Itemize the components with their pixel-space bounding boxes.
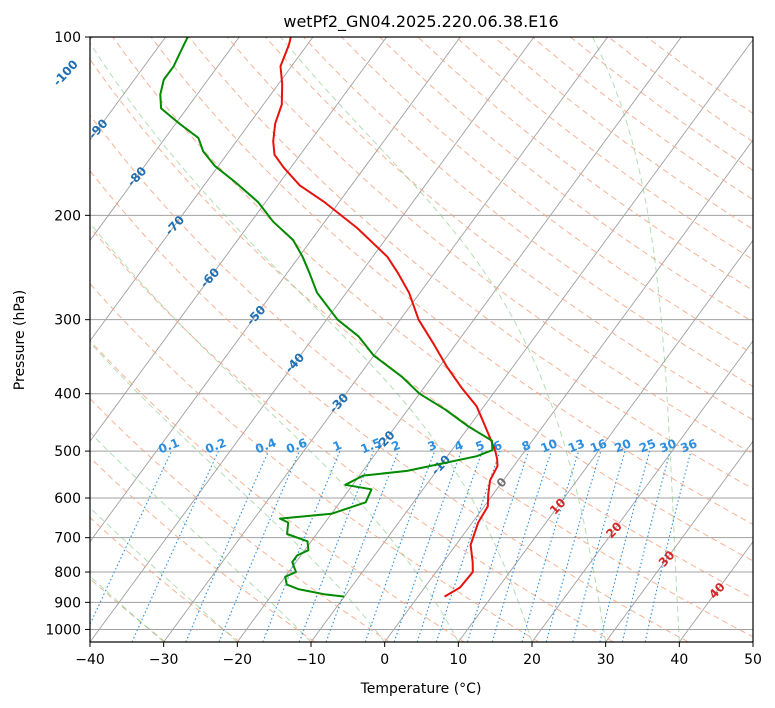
y-tick-label: 100: [54, 30, 81, 46]
mixing-ratio-line: [599, 450, 651, 642]
dewpoint-line: [159, 37, 494, 598]
mixing-ratio-label: 30: [658, 436, 679, 455]
mixing-ratio-line: [185, 450, 270, 642]
y-tick-label: 800: [54, 565, 81, 581]
dry-adiabat: [379, 37, 753, 323]
mixing-ratio-label: 13: [566, 436, 587, 455]
x-tick-label: 10: [449, 652, 467, 668]
isotherm-line: [236, 37, 682, 642]
mixing-ratio-line: [325, 450, 399, 642]
isotherm-line: [90, 37, 535, 642]
mixing-ratio-label: 25: [637, 436, 658, 455]
isotherm-line: [90, 37, 240, 242]
isotherm-line: [531, 340, 753, 642]
dry-adiabats: [90, 37, 753, 642]
chart-title: wetPf2_GN04.2025.220.06.38.E16: [283, 12, 558, 32]
mixing-ratio-line: [545, 450, 602, 642]
x-axis-label: Temperature (°C): [360, 681, 482, 697]
y-axis-label: Pressure (hPa): [12, 290, 28, 390]
dry-adiabat: [188, 37, 753, 490]
mixing-ratio-label: 10: [539, 436, 560, 455]
dry-adiabat: [417, 37, 753, 292]
mixing-ratio-line: [298, 450, 375, 642]
mixing-ratio-line: [435, 450, 501, 642]
isotherm-line: [605, 440, 753, 642]
moist-adiabat: [90, 575, 165, 642]
mixing-ratio-label: 16: [588, 436, 609, 455]
x-tick-label: −30: [149, 652, 179, 668]
y-tick-label: 200: [54, 208, 81, 224]
isotherm-line: [90, 37, 314, 342]
dry-adiabat: [150, 37, 753, 525]
mixing-ratio-line: [521, 450, 580, 642]
x-tick-label: 30: [597, 652, 615, 668]
x-tick-label: −40: [75, 652, 105, 668]
y-tick-label: 400: [54, 387, 81, 403]
mixing-ratio-line: [364, 450, 436, 642]
mixing-ratio-line: [466, 450, 530, 642]
x-tick-label: −10: [296, 652, 326, 668]
mixing-ratio-label: 20: [612, 436, 633, 455]
moist-adiabat: [90, 506, 238, 642]
moist-adiabat: [90, 341, 386, 642]
isotherm-line: [310, 38, 753, 642]
isotherm-line: [90, 37, 387, 442]
temperature-line: [272, 37, 499, 598]
sounding-profiles: [159, 37, 499, 598]
mixing-ratio-line: [491, 450, 552, 642]
moist-adiabat: [90, 222, 459, 642]
x-tick-label: 50: [744, 652, 762, 668]
y-tick-label: 900: [54, 595, 81, 611]
moist-adiabat: [90, 42, 533, 642]
y-tick-label: 300: [54, 313, 81, 329]
dry-adiabat: [90, 397, 390, 642]
isotherm-line: [90, 37, 166, 141]
x-tick-label: 0: [380, 652, 389, 668]
y-tick-label: 500: [54, 444, 81, 460]
mixing-ratio-line: [416, 450, 483, 642]
dry-adiabat: [90, 226, 614, 642]
x-tick-label: 40: [670, 652, 688, 668]
dry-adiabat: [90, 170, 689, 642]
mixing-ratio-line: [393, 450, 462, 642]
isotherm-line: [457, 239, 753, 642]
isotherm-line: [384, 139, 753, 642]
mixing-ratio-line: [621, 450, 671, 642]
y-tick-label: 1000: [45, 622, 81, 638]
dry-adiabat: [226, 37, 753, 455]
moist-adiabat: [592, 37, 680, 642]
dry-adiabat: [112, 37, 753, 562]
y-axis-ticks: 100 200 300 400 500 600 700 800 900 1000: [45, 30, 90, 638]
moist-adiabat: [280, 37, 607, 642]
dry-adiabat: [90, 456, 315, 642]
x-tick-label: 20: [523, 652, 541, 668]
y-tick-label: 600: [54, 491, 81, 507]
x-axis-ticks: −40 −30 −20 −10 0 10 20 30 40 50: [75, 642, 762, 668]
mixing-ratio-line: [572, 450, 626, 642]
mixing-ratio-label: 36: [678, 436, 699, 455]
mixing-ratio-line: [218, 450, 300, 642]
mixing-ratio-line: [644, 450, 692, 642]
moist-adiabats: [90, 37, 680, 642]
x-tick-label: −20: [223, 652, 253, 668]
mixing-ratio-lines: [90, 450, 692, 642]
dry-adiabat: [265, 37, 753, 421]
plot-area: [90, 37, 753, 642]
y-tick-label: 700: [54, 531, 81, 547]
plot-frame: [89, 36, 754, 643]
grid-lines: [90, 37, 753, 642]
